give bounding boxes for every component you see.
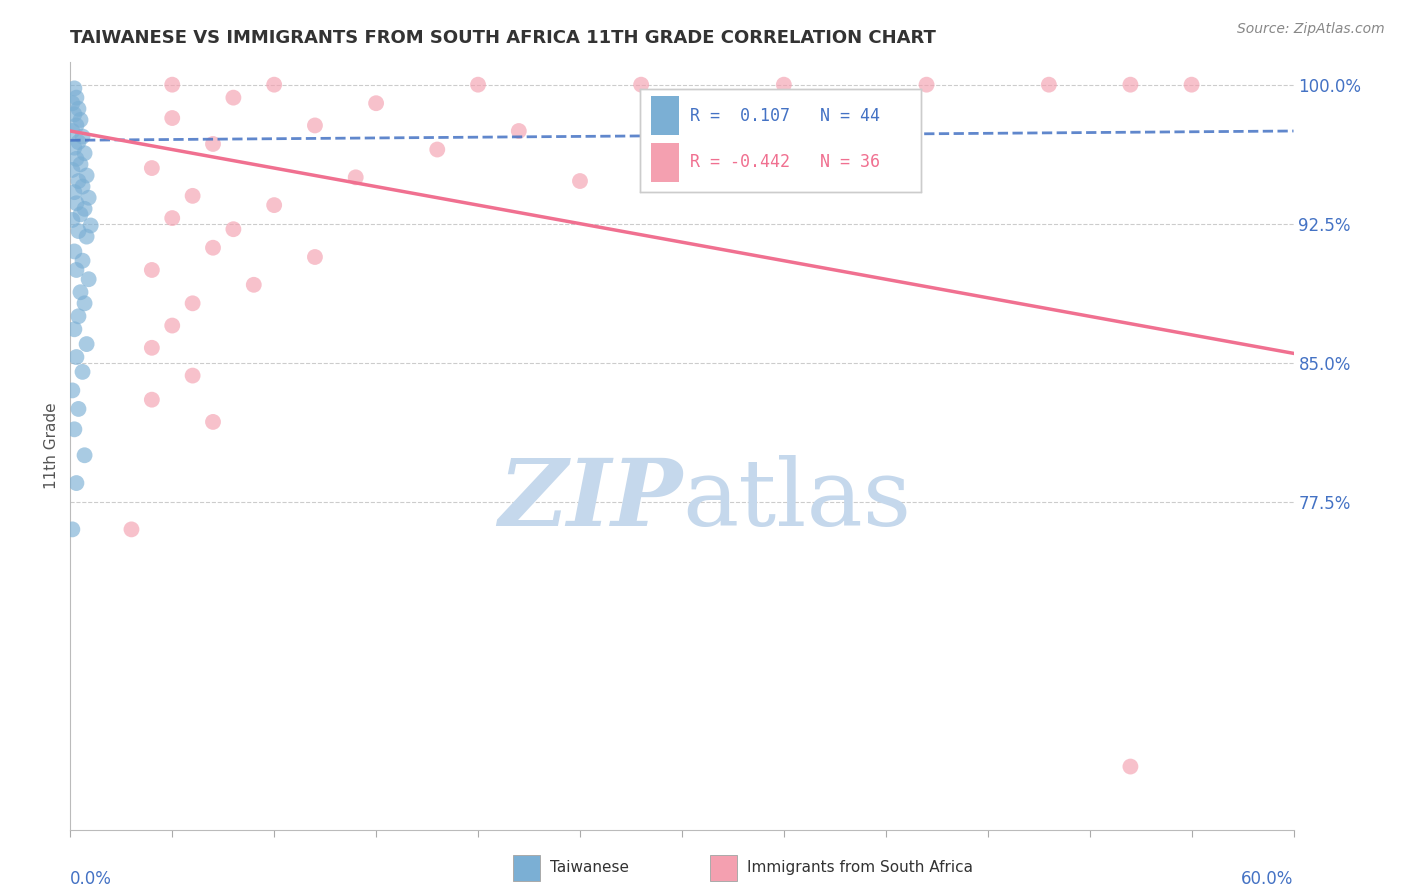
Point [63,322,86,336]
Text: Source: ZipAtlas.com: Source: ZipAtlas.com [1237,22,1385,37]
Point [304,119,326,133]
Point [671,152,693,166]
Point [67,401,90,416]
Point [630,78,652,92]
Point [568,174,592,188]
Point [65,152,87,166]
Text: Taiwanese: Taiwanese [550,861,628,875]
Bar [513,855,540,880]
Point [63,422,86,436]
Point [77,191,100,205]
Point [73,202,96,216]
Point [76,337,98,351]
Bar [651,143,679,181]
Text: R = -0.442   N = 36: R = -0.442 N = 36 [690,153,880,171]
Point [76,229,98,244]
Point [65,196,87,211]
Point [69,157,91,171]
Point [69,285,91,300]
Point [915,78,938,92]
Point [79,219,103,233]
Point [263,198,285,212]
Point [63,185,86,199]
Point [60,124,83,138]
Point [65,350,87,364]
Point [73,296,96,310]
Bar [710,855,737,880]
Point [508,124,530,138]
Y-axis label: 11th Grade: 11th Grade [44,402,59,490]
Text: atlas: atlas [682,455,911,545]
Point [72,129,94,144]
Point [141,161,163,175]
Point [73,448,96,462]
Point [1119,78,1142,92]
Point [773,78,796,92]
Point [65,119,87,133]
Text: ZIP: ZIP [498,455,682,545]
Point [1181,78,1204,92]
Point [63,107,86,121]
Point [60,96,83,111]
Point [344,170,367,185]
Point [67,135,90,149]
Point [67,224,90,238]
Point [222,90,245,104]
Point [162,111,183,125]
Point [67,102,90,116]
Point [162,78,183,92]
Point [67,174,90,188]
Point [263,78,285,92]
Point [222,222,245,236]
Point [63,81,86,95]
Point [162,318,183,333]
Point [60,522,83,536]
Point [202,415,225,429]
Point [1038,78,1060,92]
Text: Immigrants from South Africa: Immigrants from South Africa [747,861,973,875]
Point [72,179,94,194]
Point [63,244,86,259]
Text: R =  0.107   N = 44: R = 0.107 N = 44 [690,107,880,125]
Point [65,263,87,277]
Point [65,90,87,104]
Point [60,162,83,177]
Point [60,384,83,398]
Point [65,476,87,491]
Point [60,213,83,227]
Point [1119,759,1142,773]
Point [202,136,225,151]
Point [69,112,91,127]
Point [243,277,266,292]
Text: 60.0%: 60.0% [1241,871,1294,888]
Point [141,341,163,355]
Text: 0.0%: 0.0% [70,871,112,888]
Point [141,263,163,277]
Point [141,392,163,407]
Point [366,96,388,111]
Point [467,78,489,92]
Point [76,169,98,183]
Point [202,241,225,255]
Point [77,272,100,286]
Point [304,250,326,264]
Point [67,310,90,324]
Text: TAIWANESE VS IMMIGRANTS FROM SOUTH AFRICA 11TH GRADE CORRELATION CHART: TAIWANESE VS IMMIGRANTS FROM SOUTH AFRIC… [70,29,936,47]
Point [181,189,204,203]
Point [69,207,91,221]
Point [426,143,449,157]
Bar [651,96,679,136]
Point [72,253,94,268]
Point [72,365,94,379]
Point [181,368,204,383]
Point [73,146,96,161]
Point [63,141,86,155]
Point [181,296,204,310]
Point [162,211,183,225]
Point [121,522,143,536]
